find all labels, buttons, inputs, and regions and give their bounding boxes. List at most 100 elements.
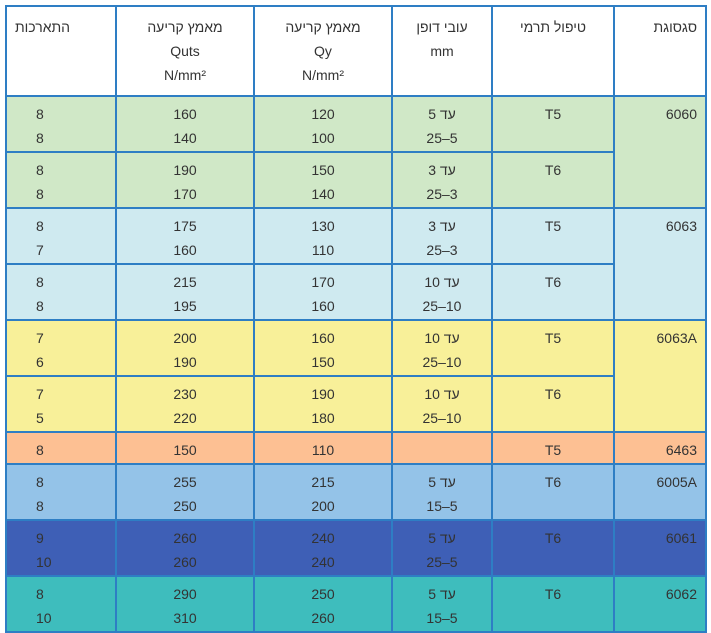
table-row: 6061 T6 עד 5 5–25 240 240 260 260 9 10 <box>5 519 707 577</box>
temper-cell: T6 <box>491 375 615 433</box>
yield-value: 140 <box>311 186 335 202</box>
yield-value: 130 <box>311 218 335 234</box>
alloy-cell: 6005A <box>613 463 707 521</box>
table-row: T6 עד 10 10–25 170 160 215 195 8 8 <box>5 263 706 321</box>
elongation-value: 8 <box>36 162 44 178</box>
elongation-value: 10 <box>36 610 52 626</box>
temper-cell: T5 <box>491 431 615 465</box>
tensile-value: 260 <box>173 530 197 546</box>
yield-value: 160 <box>311 330 335 346</box>
thickness-value: 5–25 <box>426 130 458 146</box>
yield-value: 170 <box>311 274 335 290</box>
tensile-cell: 290 310 <box>115 575 255 633</box>
yield-value: 100 <box>311 130 335 146</box>
yield-value: 190 <box>311 386 335 402</box>
header-yield-symbol: Qy <box>314 43 332 59</box>
tensile-value: 310 <box>173 610 197 626</box>
thickness-value: 3–25 <box>426 242 458 258</box>
header-tensile-unit: N/mm² <box>164 67 206 83</box>
alloy-cell: 6463 <box>613 431 707 465</box>
thickness-cell: עד 3 3–25 <box>391 207 493 265</box>
alloy-cell: 6061 <box>613 519 707 577</box>
thickness-cell: עד 5 5–25 <box>391 519 493 577</box>
tensile-cell: 215 195 <box>115 263 255 321</box>
yield-value: 160 <box>311 298 335 314</box>
thickness-value: עד 10 <box>424 330 460 346</box>
elongation-value: 7 <box>36 386 44 402</box>
elongation-value: 5 <box>36 410 44 426</box>
yield-value: 110 <box>311 442 335 458</box>
thickness-cell: עד 10 10–25 <box>391 263 493 321</box>
yield-cell: 215 200 <box>253 463 393 521</box>
yield-cell: 130 110 <box>253 207 393 265</box>
tensile-value: 260 <box>173 554 197 570</box>
tensile-value: 190 <box>173 354 197 370</box>
tensile-value: 215 <box>173 274 197 290</box>
yield-cell: 170 160 <box>253 263 393 321</box>
elongation-value: 8 <box>36 106 44 122</box>
tensile-value: 255 <box>173 474 197 490</box>
table-row: 6060 T5 עד 5 5–25 120 100 160 140 8 8 <box>5 95 707 209</box>
header-tensile-symbol: Quts <box>170 43 200 59</box>
elongation-value: 8 <box>36 298 44 314</box>
tensile-value: 160 <box>173 106 197 122</box>
yield-cell: 250 260 <box>253 575 393 633</box>
alloy-cell: 6063A <box>613 319 707 433</box>
header-yield-label: מאמץ קריעה <box>285 19 361 35</box>
yield-value: 260 <box>311 610 335 626</box>
temper-cell: T6 <box>491 519 615 577</box>
thickness-value: 10–25 <box>422 298 462 314</box>
table-row: 6063 T5 עד 3 3–25 130 110 175 160 8 7 <box>5 207 707 321</box>
alloy-cell: 6063 <box>613 207 707 321</box>
yield-value: 250 <box>311 586 335 602</box>
tensile-value: 170 <box>173 186 197 202</box>
temper-cell: T6 <box>491 263 615 321</box>
temper-cell: T6 <box>491 151 615 209</box>
temper-cell: T6 <box>491 575 615 633</box>
elongation-value: 8 <box>36 442 44 458</box>
header-thickness: עובי דופן mm <box>391 5 493 97</box>
yield-cell: 150 140 <box>253 151 393 209</box>
temper-cell: T5 <box>491 207 615 265</box>
tensile-value: 140 <box>173 130 197 146</box>
tensile-value: 150 <box>173 442 197 458</box>
header-temper: טיפול תרמי <box>491 5 615 97</box>
header-tensile: מאמץ קריעה Quts N/mm² <box>115 5 255 97</box>
tensile-cell: 175 160 <box>115 207 255 265</box>
yield-cell: 110 <box>253 431 393 465</box>
table-row: 6463 T5 110 150 8 <box>5 431 707 465</box>
thickness-cell: עד 10 10–25 <box>391 375 493 433</box>
table-row: 6062 T6 עד 5 5–15 250 260 290 310 8 10 <box>5 575 707 633</box>
elongation-value: 7 <box>36 242 44 258</box>
tensile-value: 200 <box>173 330 197 346</box>
tensile-cell: 230 220 <box>115 375 255 433</box>
thickness-cell: עד 5 5–25 <box>391 95 493 153</box>
yield-cell: 240 240 <box>253 519 393 577</box>
elongation-cell: 8 <box>5 431 117 465</box>
thickness-cell: עד 5 5–15 <box>391 463 493 521</box>
thickness-value: 5–15 <box>426 498 458 514</box>
tensile-value: 250 <box>173 498 197 514</box>
thickness-cell: עד 10 10–25 <box>391 319 493 377</box>
thickness-value: עד 5 <box>428 474 456 490</box>
yield-value: 150 <box>311 354 335 370</box>
yield-value: 240 <box>311 554 335 570</box>
elongation-value: 8 <box>36 130 44 146</box>
tensile-value: 290 <box>173 586 197 602</box>
elongation-value: 8 <box>36 218 44 234</box>
elongation-value: 8 <box>36 274 44 290</box>
tensile-cell: 200 190 <box>115 319 255 377</box>
tensile-value: 220 <box>173 410 197 426</box>
table-row: 6005A T6 עד 5 5–15 215 200 255 250 8 8 <box>5 463 707 521</box>
temper-cell: T5 <box>491 319 615 377</box>
elongation-value: 6 <box>36 354 44 370</box>
header-elongation: התארכות <box>5 5 117 97</box>
thickness-value: עד 3 <box>428 218 456 234</box>
elongation-cell: 9 10 <box>5 519 117 577</box>
header-thickness-unit: mm <box>430 43 454 59</box>
elongation-value: 8 <box>36 186 44 202</box>
